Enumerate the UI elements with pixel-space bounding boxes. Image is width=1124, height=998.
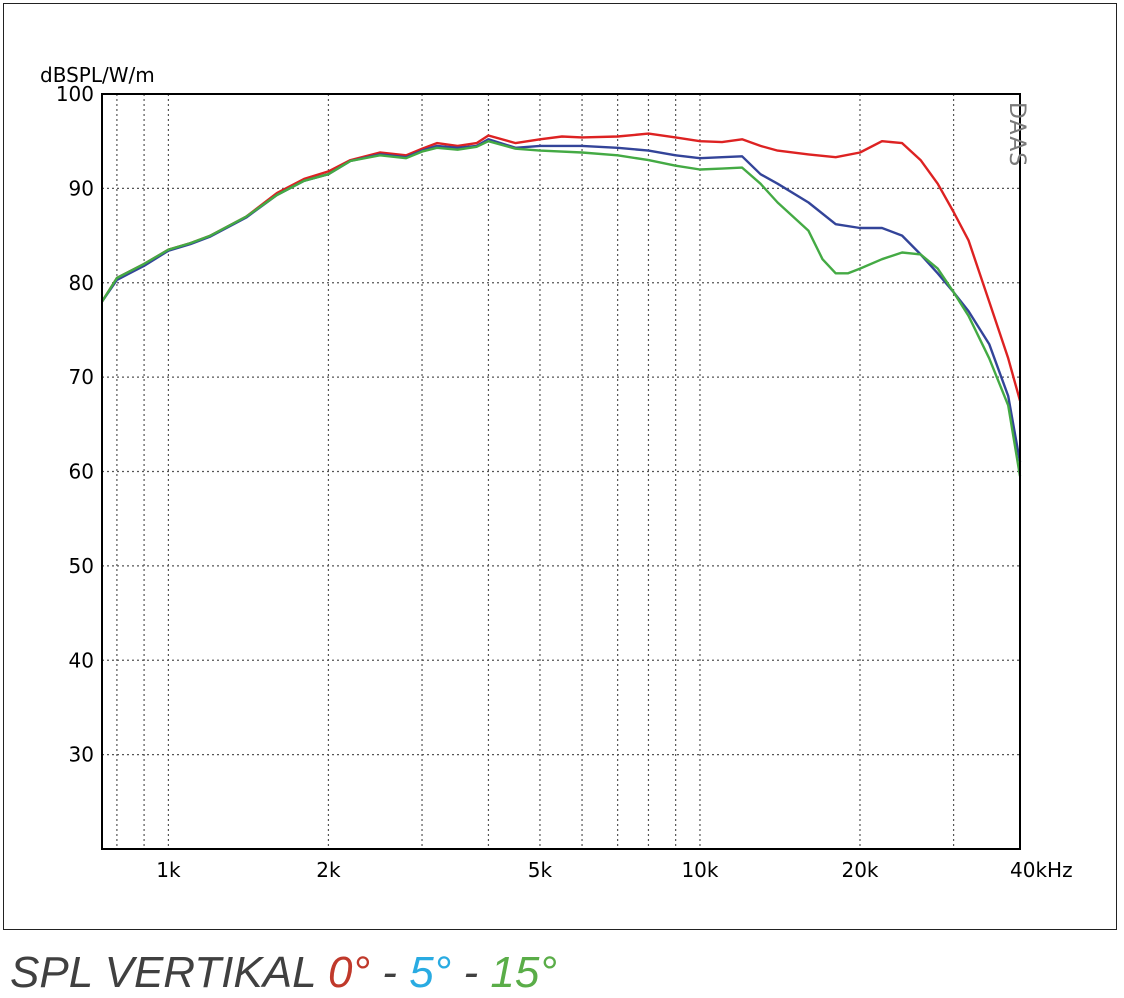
chart-frame: 100 90 80 70 60 50 40 30 1k 2k 5k 10k 20k 40kHz dBSPL…	[3, 3, 1117, 930]
tick-labels: 100 90 80 70 60 50 40 30 1k 2k 5k 10k 20k 40kHz	[56, 82, 1073, 882]
caption-prefix: SPL VERTIKAL	[10, 948, 316, 997]
frequency-response-chart: 100 90 80 70 60 50 40 30 1k 2k 5k 10k 20k 40kHz dBSPL…	[40, 63, 1073, 882]
y-tick-label: 90	[69, 176, 94, 200]
x-tick-label: 10k	[681, 858, 718, 882]
caption-separator: -	[382, 948, 397, 997]
y-tick-label: 100	[56, 82, 94, 106]
x-tick-label: 5k	[528, 858, 553, 882]
x-tick-label: 2k	[316, 858, 341, 882]
y-tick-label: 50	[69, 554, 94, 578]
y-tick-label: 80	[69, 271, 94, 295]
x-tick-label: 1k	[156, 858, 181, 882]
y-tick-label: 30	[69, 743, 94, 767]
y-tick-label: 60	[69, 460, 94, 484]
caption-angle-0: 0°	[327, 948, 371, 997]
y-tick-label: 70	[69, 365, 94, 389]
series-line	[100, 132, 1022, 402]
grid	[102, 94, 1020, 849]
x-tick-label: 40kHz	[1010, 858, 1073, 882]
chart-caption: SPL VERTIKAL 0° - 5° - 15°	[10, 948, 557, 998]
daas-watermark: DAAS	[1004, 102, 1029, 167]
plot-area-border	[101, 93, 1021, 850]
series-group	[100, 132, 1022, 477]
series-line	[101, 138, 1022, 463]
caption-angle-15: 15°	[490, 948, 557, 997]
y-axis-label: dBSPL/W/m	[40, 63, 155, 87]
series-line	[100, 140, 1022, 477]
caption-angle-5: 5°	[409, 948, 452, 997]
x-tick-label: 20k	[841, 858, 878, 882]
y-tick-label: 40	[69, 648, 94, 672]
caption-separator: -	[463, 948, 479, 997]
